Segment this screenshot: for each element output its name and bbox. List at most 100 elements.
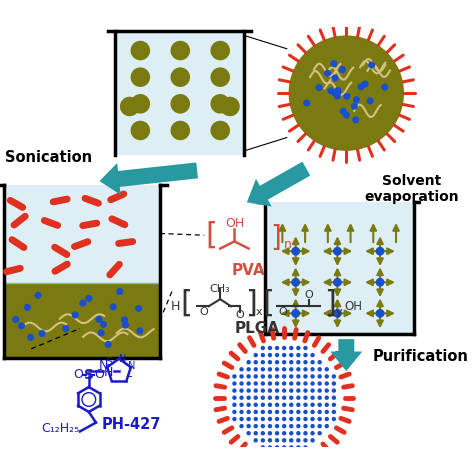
Circle shape (325, 424, 329, 428)
Text: [: [ (205, 221, 217, 250)
Text: O: O (278, 308, 287, 318)
Circle shape (325, 388, 329, 393)
Circle shape (268, 424, 272, 428)
Circle shape (232, 381, 237, 386)
Text: ]: ] (270, 224, 281, 252)
Circle shape (261, 381, 265, 386)
Circle shape (310, 388, 315, 393)
Circle shape (282, 445, 286, 450)
Circle shape (239, 424, 244, 428)
Circle shape (130, 41, 150, 60)
Circle shape (291, 247, 300, 255)
Circle shape (105, 341, 112, 348)
Circle shape (171, 67, 190, 87)
Circle shape (296, 438, 301, 443)
Circle shape (130, 67, 150, 87)
Circle shape (289, 353, 293, 357)
Text: CH₃: CH₃ (210, 284, 230, 294)
Circle shape (310, 353, 315, 357)
Circle shape (303, 100, 310, 107)
Circle shape (254, 360, 258, 365)
Circle shape (38, 330, 46, 337)
Circle shape (289, 36, 404, 151)
Circle shape (261, 388, 265, 393)
Circle shape (325, 395, 329, 400)
Circle shape (254, 431, 258, 436)
Circle shape (261, 417, 265, 421)
Circle shape (210, 121, 230, 140)
Circle shape (331, 74, 338, 82)
Circle shape (289, 402, 293, 407)
Circle shape (268, 367, 272, 372)
Circle shape (261, 445, 265, 450)
Circle shape (353, 96, 360, 103)
Circle shape (310, 360, 315, 365)
Circle shape (171, 41, 190, 60)
Circle shape (268, 353, 272, 357)
Circle shape (310, 367, 315, 372)
Circle shape (318, 417, 322, 421)
Circle shape (296, 424, 301, 428)
Circle shape (171, 94, 190, 114)
Circle shape (232, 374, 237, 379)
Circle shape (362, 81, 369, 88)
Circle shape (303, 431, 308, 436)
Text: N: N (128, 361, 135, 371)
Circle shape (303, 388, 308, 393)
Circle shape (289, 367, 293, 372)
Text: n: n (284, 238, 292, 252)
Circle shape (220, 334, 348, 462)
Circle shape (325, 367, 329, 372)
Circle shape (310, 402, 315, 407)
Circle shape (100, 321, 107, 328)
Circle shape (275, 353, 279, 357)
Circle shape (12, 316, 19, 323)
Circle shape (318, 424, 322, 428)
Text: H: H (104, 366, 113, 379)
Circle shape (282, 381, 286, 386)
Text: -: - (128, 370, 132, 383)
Circle shape (332, 381, 336, 386)
Text: S: S (105, 357, 112, 367)
Circle shape (282, 424, 286, 428)
Circle shape (232, 402, 237, 407)
Circle shape (343, 93, 350, 100)
Text: y: y (336, 308, 343, 318)
Circle shape (246, 395, 251, 400)
Circle shape (318, 388, 322, 393)
Circle shape (254, 402, 258, 407)
Circle shape (261, 374, 265, 379)
Circle shape (318, 431, 322, 436)
Circle shape (357, 83, 365, 91)
Circle shape (35, 292, 42, 299)
Circle shape (275, 410, 279, 414)
Circle shape (289, 381, 293, 386)
Circle shape (331, 90, 338, 97)
Circle shape (254, 367, 258, 372)
Circle shape (254, 424, 258, 428)
Circle shape (303, 367, 308, 372)
Circle shape (282, 353, 286, 357)
Circle shape (239, 410, 244, 414)
Circle shape (318, 360, 322, 365)
Circle shape (289, 438, 293, 443)
Circle shape (275, 346, 279, 350)
Circle shape (109, 303, 117, 310)
Circle shape (303, 402, 308, 407)
Circle shape (296, 388, 301, 393)
Circle shape (246, 367, 251, 372)
Circle shape (325, 410, 329, 414)
Circle shape (246, 374, 251, 379)
Circle shape (246, 402, 251, 407)
Circle shape (72, 311, 79, 319)
Circle shape (324, 70, 331, 77)
Circle shape (254, 395, 258, 400)
Circle shape (120, 97, 139, 116)
Circle shape (318, 402, 322, 407)
Circle shape (318, 374, 322, 379)
Circle shape (27, 334, 34, 341)
Circle shape (310, 438, 315, 443)
Circle shape (275, 381, 279, 386)
Circle shape (296, 374, 301, 379)
Circle shape (296, 445, 301, 450)
